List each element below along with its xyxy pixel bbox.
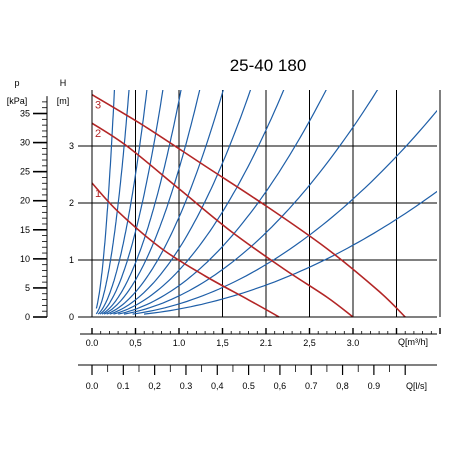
flow-ls-tick-label: 0,2 xyxy=(148,381,161,391)
flow-m3h-axis-label: Q[m³/h] xyxy=(398,337,428,347)
flow-ls-tick-label: 0,4 xyxy=(211,381,224,391)
pump-curve-label-3: 3 xyxy=(95,100,101,112)
flow-m3h-tick-label: 1,5 xyxy=(216,338,229,348)
pressure-tick-label: 10 xyxy=(20,254,30,264)
system-curve xyxy=(143,190,437,315)
flow-ls-tick-label: 0,6 xyxy=(274,381,287,391)
system-curve xyxy=(97,90,148,315)
pump-curves: 1 2 3 xyxy=(91,94,406,318)
system-curve xyxy=(95,90,116,309)
flow-ls-axis-label: Q[l/s] xyxy=(406,381,427,391)
flow-m3h-tick-label: 2.1 xyxy=(260,338,273,348)
system-curve xyxy=(95,90,130,315)
flow-ls-tick-label: 0.3 xyxy=(180,381,193,391)
flow-m3h-tick-label: 2,5 xyxy=(303,338,316,348)
pressure-tick-label: 25 xyxy=(20,167,30,177)
flow-m3h-tick-label: 0,5 xyxy=(129,338,142,348)
pressure-tick-label: 20 xyxy=(20,196,30,206)
flow-ls-tick-label: 0.1 xyxy=(117,381,130,391)
system-curves xyxy=(95,90,437,315)
pressure-tick-label: 30 xyxy=(20,138,30,148)
head-tick-label: 2 xyxy=(69,198,74,208)
system-curve xyxy=(103,90,201,315)
flow-ls-tick-label: 0.0 xyxy=(86,381,99,391)
head-axis-label-line2: [m] xyxy=(57,96,70,106)
pressure-tick-label: 0 xyxy=(25,312,30,322)
pump-curve-label-2: 2 xyxy=(95,128,101,140)
chart-title: 25-40 180 xyxy=(230,56,307,75)
pressure-axis-label-line1: p xyxy=(14,78,19,88)
pump-curve-2 xyxy=(91,122,354,318)
flow-ls-tick-label: 0.5 xyxy=(242,381,255,391)
head-axis-label-line1: H xyxy=(60,78,67,88)
flow-ls-tick-label: 0.7 xyxy=(305,381,318,391)
system-curve xyxy=(123,90,379,315)
flow-ls-tick-label: 0,8 xyxy=(336,381,349,391)
flow-m3h-tick-label: 1.0 xyxy=(173,338,186,348)
pressure-tick-label: 5 xyxy=(25,283,30,293)
pump-curve-3 xyxy=(91,94,406,318)
plot-grid xyxy=(92,90,441,317)
flow-ls-tick-label: 0.9 xyxy=(368,381,381,391)
flow-m3h-tick-label: 0.0 xyxy=(86,338,99,348)
pump-curve-1 xyxy=(91,182,280,318)
system-curve xyxy=(113,90,285,315)
system-curve xyxy=(118,90,327,315)
pump-curve-label-1: 1 xyxy=(95,188,101,200)
head-tick-label: 1 xyxy=(69,255,74,265)
pressure-tick-label: 15 xyxy=(20,225,30,235)
system-curve xyxy=(109,90,252,315)
pressure-axis-label-line2: [kPa] xyxy=(7,96,28,106)
head-tick-label: 3 xyxy=(69,141,74,151)
pressure-tick-label: 35 xyxy=(20,109,30,119)
head-tick-label: 0 xyxy=(69,312,74,322)
flow-m3h-tick-label: 3.0 xyxy=(347,338,360,348)
system-curve xyxy=(99,90,164,315)
system-curve xyxy=(132,109,437,315)
system-curve xyxy=(106,90,224,315)
